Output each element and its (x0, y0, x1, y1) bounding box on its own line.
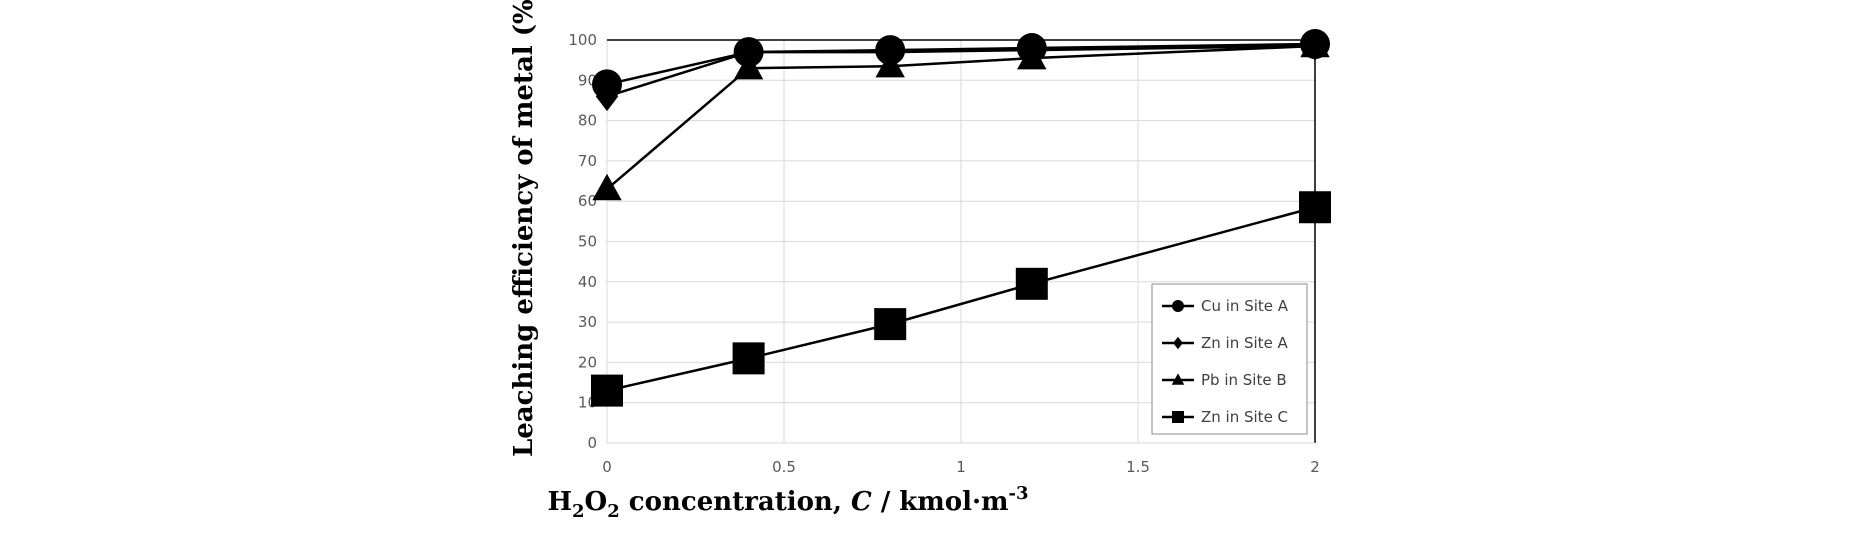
legend: Cu in Site A Zn in Site A Pb in Site B Zn i… (1151, 283, 1308, 435)
y-tick-label: 40 (578, 273, 597, 291)
data-point (1300, 29, 1330, 60)
data-point (591, 374, 623, 407)
y-tick-label: 20 (578, 353, 597, 371)
legend-marker (1171, 373, 1185, 385)
data-point (1016, 33, 1047, 64)
data-point (592, 69, 622, 100)
y-tick-label: 30 (578, 313, 597, 331)
legend-marker (1172, 300, 1184, 312)
legend-label: Pb in Site B (1201, 371, 1287, 389)
x-tick-label: 2 (1310, 458, 1320, 476)
x-axis-title: H2O2 concentration, C / kmol·m-3 (547, 483, 1028, 522)
legend-label: Cu in Site A (1201, 297, 1289, 315)
y-tick-label: 100 (568, 31, 597, 49)
legend-item: Zn in Site A (1162, 334, 1289, 352)
legend-item: Pb in Site B (1162, 371, 1287, 389)
data-point (874, 308, 907, 341)
legend-label: Zn in Site A (1201, 334, 1289, 352)
legend-item: Zn in Site C (1162, 408, 1288, 426)
data-point (732, 342, 765, 375)
y-axis-title: Leaching efficiency of metal (%) (509, 0, 539, 457)
x-tick-label: 1 (956, 458, 966, 476)
y-tick-label: 70 (578, 152, 597, 170)
y-tick-label: 50 (578, 233, 597, 251)
axes (607, 39, 1316, 444)
series (591, 29, 1331, 407)
x-tick-label: 0.5 (772, 458, 796, 476)
data-point (733, 37, 764, 68)
data-point (1299, 191, 1331, 224)
legend-marker (1172, 411, 1184, 423)
series-zn-in-site-c (591, 191, 1331, 407)
x-tick-label: 1.5 (1126, 458, 1150, 476)
legend-item: Cu in Site A (1162, 297, 1289, 315)
legend-label: Zn in Site C (1201, 408, 1288, 426)
data-point (875, 35, 906, 66)
y-tick-label: 0 (587, 434, 597, 452)
data-point (592, 173, 622, 201)
data-point (1015, 267, 1048, 300)
series-cu-in-site-a (592, 29, 1330, 100)
legend-marker (1173, 336, 1183, 350)
y-tick-label: 60 (578, 192, 597, 210)
x-tick-label: 0 (602, 458, 612, 476)
y-tick-label: 80 (578, 112, 597, 130)
